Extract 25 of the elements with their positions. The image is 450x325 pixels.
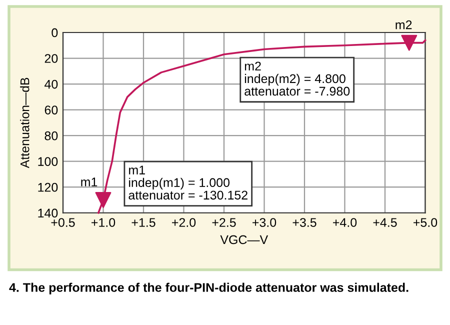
x-tick-label: +5.0 bbox=[414, 218, 438, 227]
annotation: m1 indep(m1) = 1.000 attenuator = -130.152 bbox=[128, 166, 248, 200]
x-axis-title: VGC—V bbox=[220, 235, 268, 244]
y-tick-label: 140 bbox=[38, 208, 58, 218]
y-tick-label: 0 bbox=[52, 28, 58, 38]
y-tick-label: 120 bbox=[38, 182, 58, 192]
data-label: m2 bbox=[396, 20, 412, 30]
data-label: m1 bbox=[81, 178, 98, 186]
x-tick-label: +4.0 bbox=[333, 218, 357, 227]
annotation: m2 indep(m2) = 4.800 attenuator = -7.980 bbox=[244, 62, 350, 96]
y-tick-label: 40 bbox=[44, 80, 58, 89]
text: 4. The performance of the four-PIN-diode attenuator was simulated. bbox=[9, 282, 408, 294]
x-tick-label: +0.5 bbox=[51, 218, 75, 227]
y-tick-label: 20 bbox=[44, 54, 58, 63]
y-tick-label: 60 bbox=[44, 106, 58, 114]
x-tick-label: +1.0 bbox=[92, 218, 116, 227]
x-tick-label: +4.5 bbox=[373, 218, 397, 227]
x-tick-label: +2.0 bbox=[172, 218, 196, 227]
x-tick-label: +3.0 bbox=[252, 218, 276, 227]
y-tick-label: 100 bbox=[38, 157, 58, 166]
x-tick-label: +1.5 bbox=[132, 218, 156, 227]
y-axis-title: Attenuation—dB bbox=[20, 78, 30, 168]
y-tick-label: 80 bbox=[44, 131, 58, 140]
x-tick-label: +3.5 bbox=[292, 218, 316, 227]
x-tick-label: +2.5 bbox=[212, 218, 236, 227]
